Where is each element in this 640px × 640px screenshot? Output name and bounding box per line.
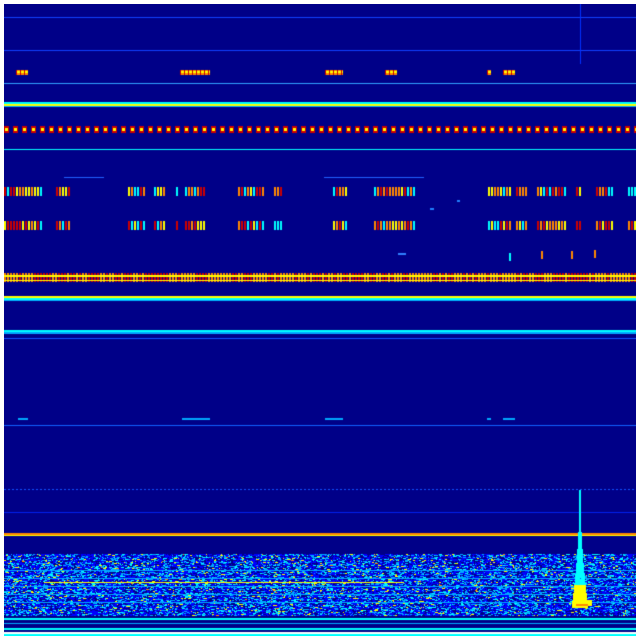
spectrogram-canvas	[4, 4, 636, 636]
spectrogram-panel	[4, 4, 636, 636]
